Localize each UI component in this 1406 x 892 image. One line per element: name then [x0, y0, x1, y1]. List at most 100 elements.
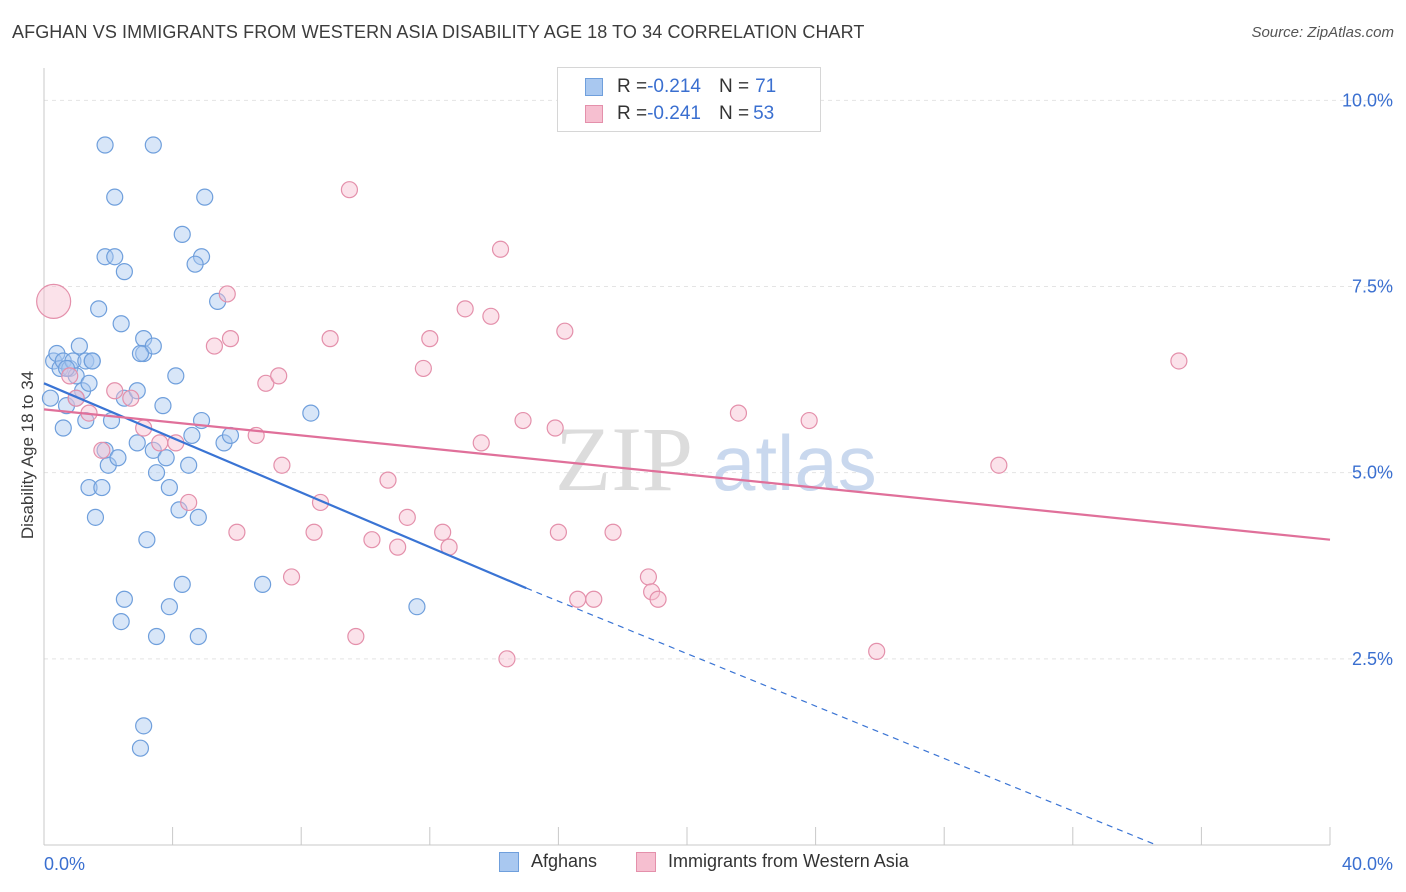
western-asia-point — [340, 181, 359, 199]
afghans-point — [173, 575, 191, 593]
afghans-point — [189, 508, 207, 526]
watermark: ZIP atlas — [555, 408, 877, 510]
western-asia-point — [228, 523, 246, 541]
western-asia-point — [491, 240, 510, 258]
y-tick-label: 5.0% — [1352, 463, 1393, 483]
legend-row-western-asia: R = -0.241 N = 53 — [558, 101, 774, 127]
series-swatch-western-asia — [636, 851, 656, 872]
western-asia-point — [1170, 352, 1188, 370]
chart-title: AFGHAN VS IMMIGRANTS FROM WESTERN ASIA D… — [12, 22, 865, 42]
afghans-point — [408, 598, 426, 616]
afghans-point — [109, 449, 127, 467]
afghans-point — [147, 464, 166, 482]
afghans-point — [131, 344, 150, 363]
y-tick-label: 7.5% — [1352, 277, 1393, 297]
afghans-point — [106, 248, 124, 266]
afghans-point — [160, 598, 178, 616]
western-asia-point — [800, 411, 818, 430]
legend-r-label: R = — [617, 103, 648, 124]
afghans-point — [54, 419, 72, 437]
western-asia-point — [273, 456, 291, 474]
afghans-point — [70, 337, 88, 355]
afghans-point — [138, 531, 156, 549]
western-asia-point — [321, 330, 339, 348]
legend-r-label: R = — [617, 76, 648, 97]
afghans-point — [80, 478, 98, 497]
western-asia-point — [398, 508, 416, 526]
afghans-point — [167, 367, 185, 385]
afghans-point — [144, 337, 162, 355]
watermark-atlas: atlas — [712, 419, 877, 507]
afghans-point — [154, 397, 172, 415]
y-tick-label: 10.0% — [1342, 90, 1393, 110]
western-asia-point — [218, 285, 236, 303]
correlation-legend: R = -0.214 N = 71 R = -0.241 N = 53 — [557, 67, 821, 132]
afghans-trend-extension — [526, 587, 1157, 846]
series-label-afghans: Afghans — [531, 851, 598, 871]
afghans-point — [83, 352, 101, 370]
western-asia-point — [649, 590, 667, 608]
afghans-point — [96, 248, 114, 266]
afghans-point — [160, 478, 178, 497]
western-asia-point — [434, 523, 452, 541]
afghans-point — [115, 263, 133, 281]
afghans-point — [131, 739, 150, 757]
afghans-point — [144, 136, 162, 154]
watermark-zip: ZIP — [555, 408, 693, 510]
western-asia-point — [585, 590, 603, 608]
afghans-point — [80, 374, 98, 392]
source-label: Source: ZipAtlas.com — [1251, 24, 1394, 41]
afghans-point — [147, 627, 166, 646]
afghans-point — [302, 404, 320, 422]
western-asia-point — [990, 456, 1008, 474]
western-asia-point — [257, 374, 275, 392]
tick-labels: 2.5% 5.0% 7.5% 10.0% 0.0% 40.0% — [44, 90, 1393, 874]
legend-row-afghans: R = -0.214 N = 71 — [558, 74, 776, 100]
western-asia-point — [347, 627, 365, 646]
afghans-point — [93, 478, 111, 497]
western-asia-point — [205, 337, 223, 355]
western-asia-point — [36, 283, 72, 319]
series-legend-western-asia[interactable]: Immigrants from Western Asia — [636, 851, 909, 872]
series-swatch-afghans — [499, 851, 519, 872]
western-asia-point — [569, 590, 587, 608]
western-asia-point — [282, 568, 301, 586]
western-asia-point — [363, 531, 381, 549]
y-tick-label: 2.5% — [1352, 649, 1393, 669]
series-legend-afghans[interactable]: Afghans — [499, 851, 597, 872]
afghans-point — [128, 434, 146, 452]
afghans-point — [115, 590, 133, 608]
afghans-point — [112, 315, 130, 333]
afghans-point — [183, 426, 201, 445]
western-asia-point — [514, 411, 532, 430]
afghans-point — [106, 188, 124, 206]
legend-n-value: 71 — [755, 76, 777, 97]
afghans-point — [180, 456, 198, 474]
afghans-point — [77, 352, 95, 370]
afghans-point — [96, 136, 114, 154]
x-tick-label: 0.0% — [44, 854, 85, 874]
afghans-point — [254, 575, 272, 593]
afghans-point — [157, 449, 175, 467]
legend-r-value: -0.214 — [647, 76, 701, 97]
western-asia-point — [221, 330, 240, 348]
legend-r-value: -0.241 — [647, 103, 701, 124]
western-asia-point — [472, 434, 490, 452]
series-legend: Afghans Immigrants from Western Asia — [0, 851, 1406, 877]
western-asia-point — [93, 441, 111, 459]
western-asia-point — [151, 434, 169, 452]
afghans-points — [41, 136, 426, 757]
western-asia-point — [180, 493, 198, 512]
legend-n-value: 53 — [753, 103, 775, 124]
afghans-trend-line — [43, 382, 527, 590]
western-asia-trend-line — [43, 408, 1331, 541]
western-asia-point — [421, 330, 439, 348]
afghans-point — [41, 389, 60, 407]
afghans-point — [135, 717, 153, 735]
western-asia-point — [379, 471, 397, 489]
afghans-point — [189, 627, 207, 646]
gridlines — [44, 99, 1392, 660]
afghans-point — [90, 300, 108, 318]
afghans-point — [173, 225, 191, 243]
western-asia-point — [729, 404, 748, 422]
